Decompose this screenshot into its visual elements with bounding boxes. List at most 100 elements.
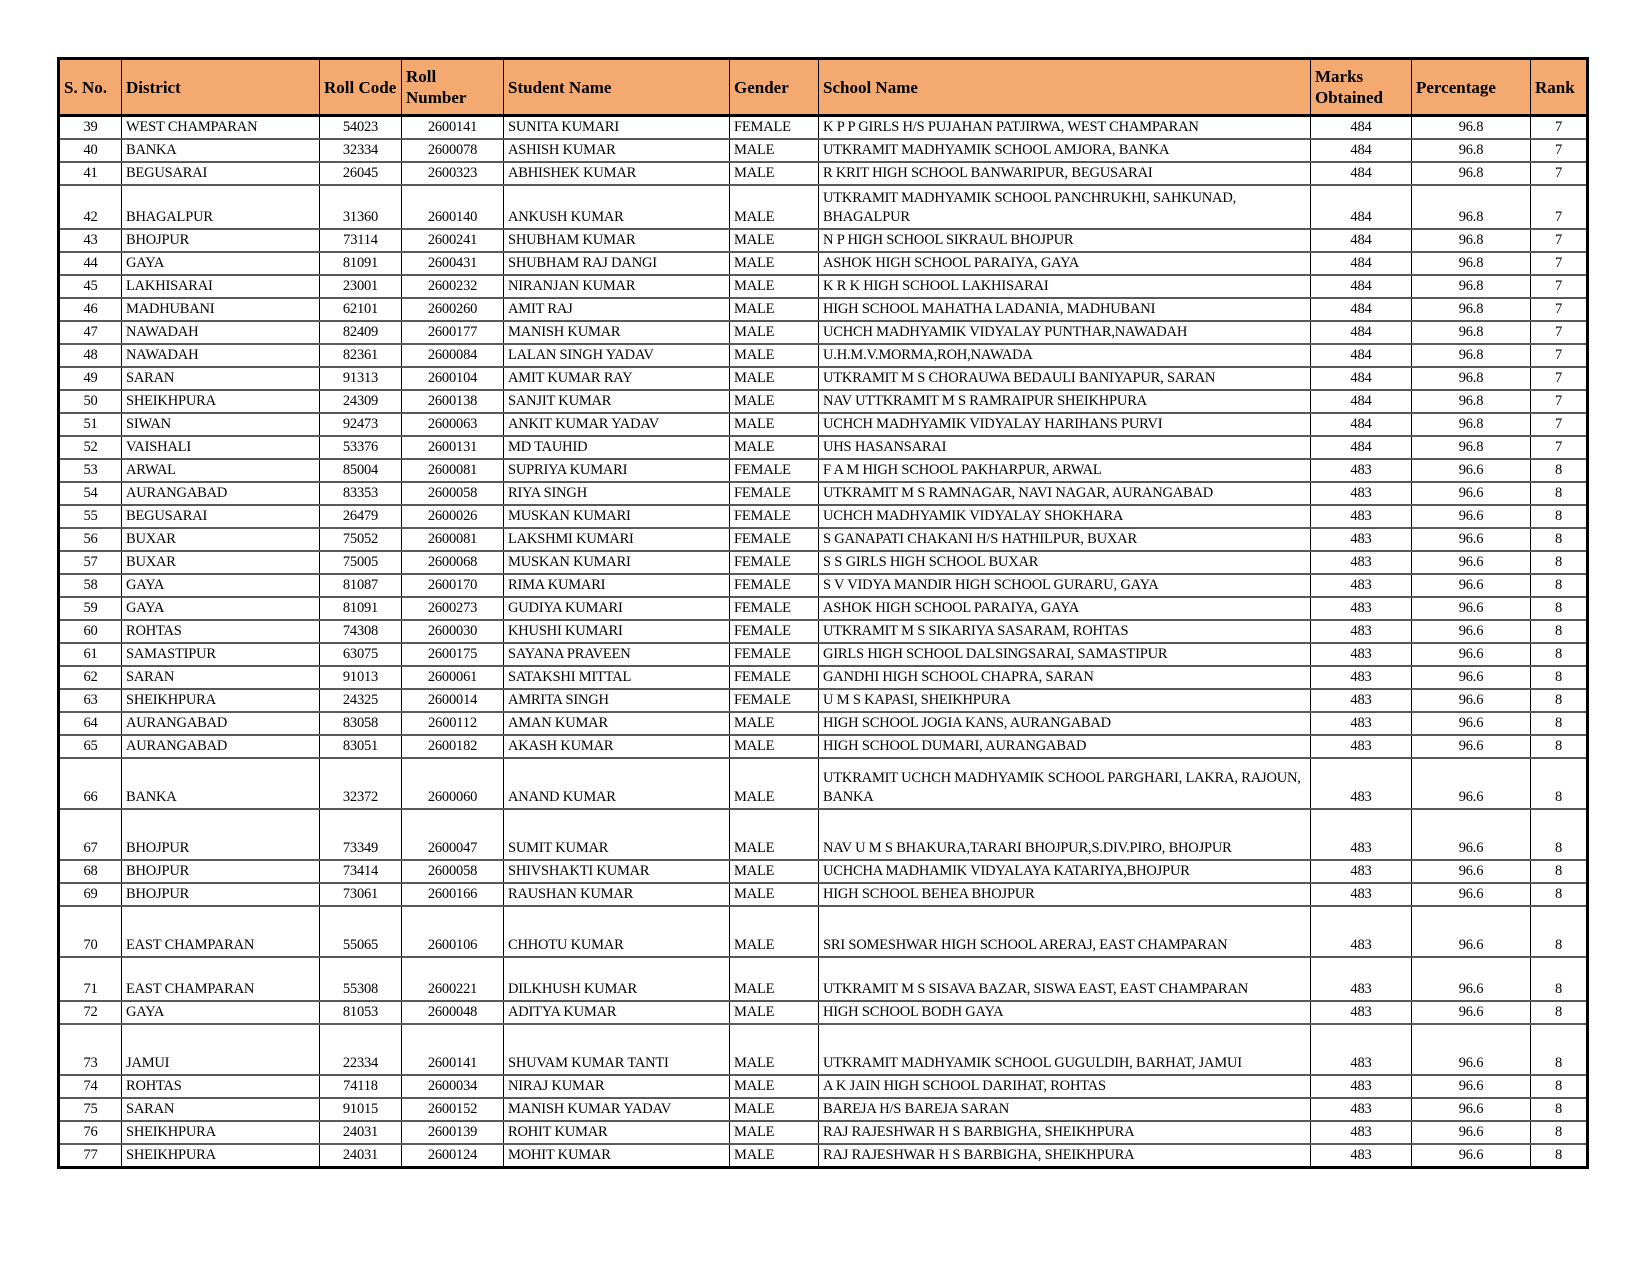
column-header-marks-obtained: Marks Obtained [1310,58,1412,117]
cell-marks-obtained: 483 [1310,1023,1412,1076]
cell-rank: 8 [1530,882,1588,907]
cell-rank: 7 [1530,251,1588,276]
cell-rank: 8 [1530,481,1588,506]
cell-school-name: UTKRAMIT MADHYAMIK SCHOOL GUGULDIH, BARH… [818,1023,1311,1076]
cell-roll-number: 2600081 [401,458,504,483]
cell-school-name: ASHOK HIGH SCHOOL PARAIYA, GAYA [818,251,1311,276]
cell-student-name: ASHISH KUMAR [503,138,730,163]
column-header-roll-code: Roll Code [319,58,402,117]
cell-percentage: 96.6 [1411,619,1531,644]
cell-roll-number: 2600141 [401,1023,504,1076]
cell-gender: MALE [729,297,819,322]
cell-rank: 7 [1530,320,1588,345]
cell-roll-number: 2600048 [401,1000,504,1025]
column-header-sno: S. No. [58,58,122,117]
cell-percentage: 96.6 [1411,1143,1531,1169]
cell-gender: FEMALE [729,619,819,644]
cell-marks-obtained: 484 [1310,161,1412,186]
cell-percentage: 96.6 [1411,956,1531,1002]
cell-serial-number: 44 [58,251,122,276]
cell-rank: 8 [1530,808,1588,861]
cell-percentage: 96.8 [1411,114,1531,140]
cell-roll-number: 2600166 [401,882,504,907]
cell-percentage: 96.8 [1411,320,1531,345]
cell-district: BANKA [121,138,320,163]
cell-roll-code: 81091 [319,596,402,621]
cell-gender: FEMALE [729,114,819,140]
cell-rank: 7 [1530,366,1588,391]
cell-gender: MALE [729,366,819,391]
cell-gender: FEMALE [729,665,819,690]
cell-percentage: 96.8 [1411,343,1531,368]
cell-serial-number: 49 [58,366,122,391]
cell-gender: FEMALE [729,550,819,575]
cell-marks-obtained: 484 [1310,435,1412,460]
cell-school-name: F A M HIGH SCHOOL PAKHARPUR, ARWAL [818,458,1311,483]
cell-roll-code: 73114 [319,228,402,253]
table-row: 60 ROHTAS 74308 2600030 KHUSHI KUMARI FEMALE U… [58,619,1588,644]
cell-student-name: MANISH KUMAR [503,320,730,345]
cell-school-name: UCHCH MADHYAMIK VIDYALAY SHOKHARA [818,504,1311,529]
cell-serial-number: 63 [58,688,122,713]
cell-serial-number: 40 [58,138,122,163]
table-row: 56 BUXAR 75052 2600081 LAKSHMI KUMARI FEMALE S… [58,527,1588,552]
table-row: 49 SARAN 91313 2600104 AMIT KUMAR RAY MALE UTK… [58,366,1588,391]
cell-district: GAYA [121,596,320,621]
table-row: 54 AURANGABAD 83353 2600058 RIYA SINGH FEMALE… [58,481,1588,506]
cell-rank: 7 [1530,389,1588,414]
cell-percentage: 96.8 [1411,412,1531,437]
cell-marks-obtained: 483 [1310,481,1412,506]
cell-marks-obtained: 483 [1310,665,1412,690]
cell-school-name: UTKRAMIT MADHYAMIK SCHOOL PANCHRUKHI, SA… [818,184,1311,230]
cell-serial-number: 75 [58,1097,122,1122]
cell-roll-number: 2600175 [401,642,504,667]
cell-percentage: 96.6 [1411,905,1531,958]
table-row: 70 EAST CHAMPARAN 55065 2600106 CHHOTU KUMAR… [58,905,1588,958]
cell-district: GAYA [121,1000,320,1025]
cell-school-name: S V VIDYA MANDIR HIGH SCHOOL GURARU, GAY… [818,573,1311,598]
cell-serial-number: 54 [58,481,122,506]
cell-marks-obtained: 483 [1310,596,1412,621]
table-row: 51 SIWAN 92473 2600063 ANKIT KUMAR YADAV MALE… [58,412,1588,437]
cell-roll-number: 2600058 [401,481,504,506]
cell-serial-number: 62 [58,665,122,690]
cell-district: SHEIKHPURA [121,389,320,414]
cell-district: NAWADAH [121,343,320,368]
cell-roll-code: 75052 [319,527,402,552]
cell-district: EAST CHAMPARAN [121,956,320,1002]
cell-roll-code: 22334 [319,1023,402,1076]
cell-rank: 7 [1530,161,1588,186]
cell-percentage: 96.6 [1411,596,1531,621]
cell-roll-number: 2600078 [401,138,504,163]
cell-marks-obtained: 484 [1310,138,1412,163]
column-header-gender: Gender [729,58,819,117]
cell-percentage: 96.8 [1411,389,1531,414]
spreadsheet-page: S. No. District Roll Code Roll Number St… [57,57,1589,1169]
cell-marks-obtained: 483 [1310,573,1412,598]
cell-roll-code: 24325 [319,688,402,713]
cell-school-name: NAV UTTKRAMIT M S RAMRAIPUR SHEIKHPURA [818,389,1311,414]
cell-serial-number: 46 [58,297,122,322]
cell-school-name: UTKRAMIT MADHYAMIK SCHOOL AMJORA, BANKA [818,138,1311,163]
cell-rank: 8 [1530,1120,1588,1145]
table-row: 44 GAYA 81091 2600431 SHUBHAM RAJ DANGI MALE A… [58,251,1588,276]
cell-serial-number: 73 [58,1023,122,1076]
cell-district: AURANGABAD [121,711,320,736]
cell-percentage: 96.6 [1411,808,1531,861]
cell-gender: MALE [729,711,819,736]
cell-gender: FEMALE [729,573,819,598]
cell-school-name: S GANAPATI CHAKANI H/S HATHILPUR, BUXAR [818,527,1311,552]
cell-student-name: NIRAJ KUMAR [503,1074,730,1099]
cell-serial-number: 59 [58,596,122,621]
cell-district: VAISHALI [121,435,320,460]
cell-gender: MALE [729,161,819,186]
cell-rank: 8 [1530,596,1588,621]
cell-marks-obtained: 484 [1310,184,1412,230]
cell-serial-number: 69 [58,882,122,907]
cell-rank: 7 [1530,274,1588,299]
cell-rank: 8 [1530,665,1588,690]
column-header-rank: Rank [1530,58,1588,117]
cell-marks-obtained: 483 [1310,1074,1412,1099]
cell-gender: MALE [729,1097,819,1122]
cell-roll-number: 2600182 [401,734,504,759]
